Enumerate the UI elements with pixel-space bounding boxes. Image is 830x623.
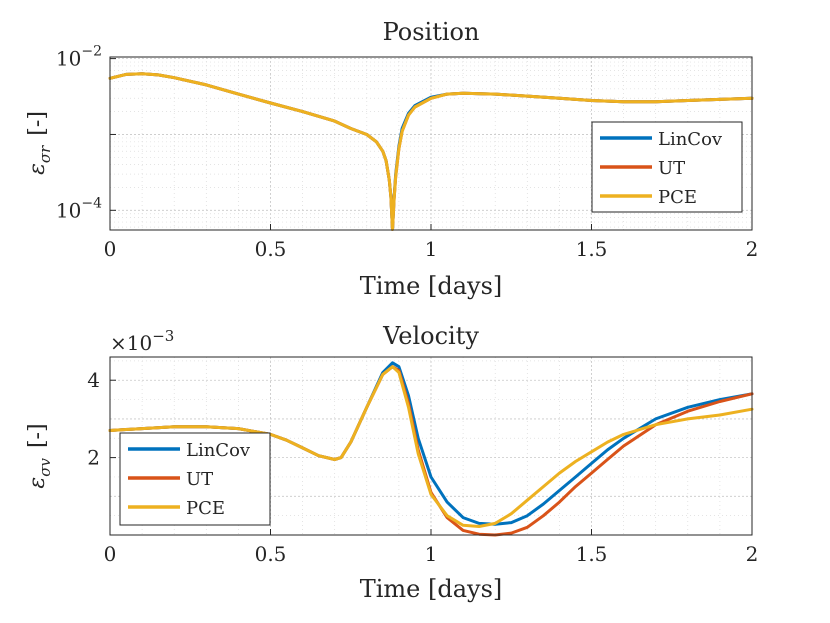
velocity-title: Velocity [382,322,479,350]
position-axes-box [109,56,753,231]
x-tick-label: 0.5 [255,237,287,261]
legend-label-ut: UT [658,158,685,179]
velocity-x-ticks: 0 0.5 1 1.5 2 [104,529,759,566]
position-legend: LinCov UT PCE [591,121,743,213]
x-tick-label: 1.5 [576,542,608,566]
y-tick-label: 4 [87,368,100,392]
velocity-ylabel: εσv [-] [25,423,54,488]
velocity-subplot: Velocity ×10−3 0 0.5 1 1.5 2 24 Time [days] … [25,322,758,603]
svg-text:εσv[-]: εσv [-] [25,423,54,488]
position-ylabel: εσr [-] [25,111,54,175]
y-tick-label: 10−2 [56,44,102,71]
position-ylabel-unit: [-] [25,111,50,136]
y-tick-label: 10−4 [56,195,102,222]
position-series [108,72,754,231]
legend-label-lincov: LinCov [658,129,723,150]
series-line-pce [108,365,754,528]
x-tick-label: 0.5 [255,542,287,566]
velocity-axes-box [109,356,753,536]
position-y-ticks: 10−4 10−2 [56,44,116,222]
velocity-ylabel-symbol: ε [25,477,50,489]
velocity-ylabel-subscript: σv [36,458,54,477]
velocity-y-ticks: 24 [87,368,116,470]
velocity-legend: LinCov UT PCE [119,432,271,526]
x-tick-label: 1 [425,237,438,261]
x-tick-label: 2 [746,542,759,566]
position-x-ticks: 0 0.5 1 1.5 2 [104,224,759,261]
position-subplot: Position 0 0.5 1 1.5 2 10−410−2 Time [days] … [25,18,758,300]
svg-text:εσr[-]: εσr [-] [25,111,54,175]
y-tick-label: 2 [87,446,100,470]
legend-label-pce: PCE [658,187,697,208]
legend-label-ut: UT [186,469,213,490]
series-line-pce [108,72,754,231]
legend-label-pce: PCE [186,498,225,519]
position-ylabel-symbol: ε [25,163,50,175]
velocity-series [108,361,754,537]
velocity-ylabel-unit: [-] [25,423,50,448]
x-tick-label: 0 [104,542,117,566]
x-tick-label: 1.5 [576,237,608,261]
position-title: Position [383,18,480,46]
x-tick-label: 1 [425,542,438,566]
x-tick-label: 0 [104,237,117,261]
position-xlabel: Time [days] [360,272,503,300]
velocity-xlabel: Time [days] [360,575,503,603]
position-ylabel-subscript: σr [36,145,54,163]
legend-label-lincov: LinCov [186,440,251,461]
x-tick-label: 2 [746,237,759,261]
velocity-y-multiplier: ×10−3 [110,327,174,355]
